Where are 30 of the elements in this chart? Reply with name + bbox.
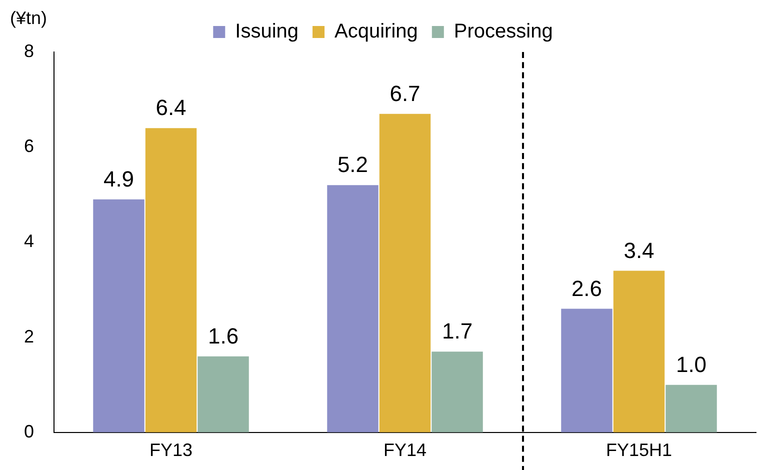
data-label: 1.0 xyxy=(676,352,707,377)
data-label: 2.6 xyxy=(571,276,602,301)
y-axis-title: (¥tn) xyxy=(10,8,48,28)
x-tick-label: FY13 xyxy=(149,440,193,460)
bar xyxy=(432,352,483,432)
data-label: 6.7 xyxy=(390,80,420,106)
data-label: 1.6 xyxy=(208,323,239,348)
x-tick-label: FY14 xyxy=(383,440,427,460)
data-label: 5.2 xyxy=(337,152,368,178)
y-tick-label: 8 xyxy=(24,40,34,61)
bar xyxy=(327,185,378,432)
legend-label: Processing xyxy=(454,20,553,43)
bar xyxy=(561,308,612,432)
y-tick-label: 4 xyxy=(24,231,34,252)
bar xyxy=(145,128,197,432)
y-tick-label: 6 xyxy=(24,136,34,156)
legend-label: Acquiring xyxy=(334,20,418,43)
bar xyxy=(198,356,249,432)
bar xyxy=(666,384,717,432)
data-label: 1.7 xyxy=(442,318,473,344)
data-label: 6.4 xyxy=(156,95,186,120)
y-tick-label: 0 xyxy=(24,421,34,442)
data-label: 4.9 xyxy=(103,166,134,192)
y-tick-label: 2 xyxy=(24,326,34,346)
legend-label: Issuing xyxy=(235,20,299,43)
bar xyxy=(379,114,431,432)
bar xyxy=(93,199,144,432)
x-tick-label: FY15H1 xyxy=(606,440,672,460)
bar xyxy=(613,270,665,432)
data-label: 3.4 xyxy=(624,238,654,263)
